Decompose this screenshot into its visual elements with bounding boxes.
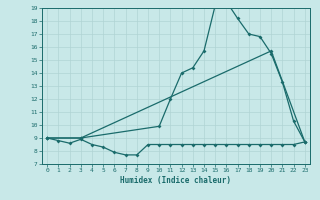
X-axis label: Humidex (Indice chaleur): Humidex (Indice chaleur) — [121, 176, 231, 185]
